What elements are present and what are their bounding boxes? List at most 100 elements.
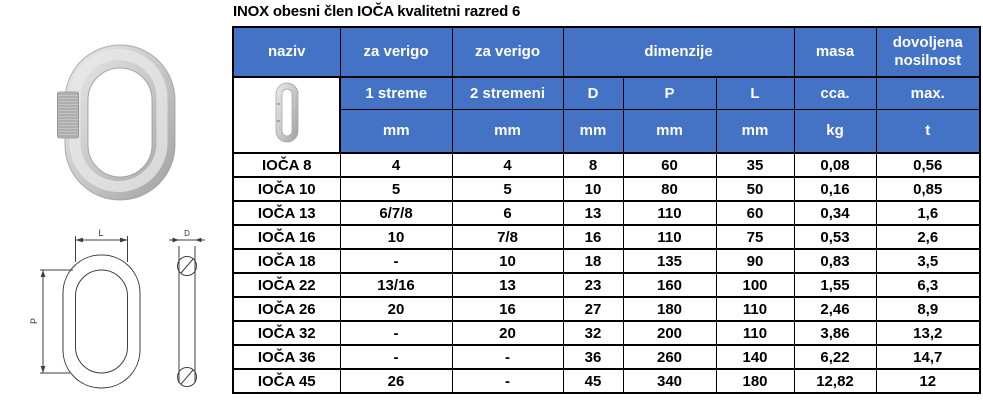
spec-table: naziv za verigo za verigo dimenzije masa… xyxy=(232,26,981,394)
unit-t: t xyxy=(875,109,981,155)
cell: 260 xyxy=(622,344,717,370)
row-name-cell: IOČA 36 xyxy=(232,344,341,370)
cell: 0,08 xyxy=(793,152,877,178)
cell: 26 xyxy=(339,368,453,394)
cell: 6,22 xyxy=(793,344,877,370)
cell: 0,34 xyxy=(793,200,877,226)
cell: 180 xyxy=(622,296,717,322)
cell: - xyxy=(339,320,453,346)
master-link-photo-icon xyxy=(57,44,176,201)
cell: 10 xyxy=(562,176,624,202)
cell: 14,7 xyxy=(875,344,981,370)
cell: 12 xyxy=(875,368,981,394)
cell: 60 xyxy=(622,152,717,178)
cell: - xyxy=(339,248,453,274)
dimension-label-l: L xyxy=(98,228,103,238)
row-name-cell: IOČA 10 xyxy=(232,176,341,202)
cell: 3,86 xyxy=(793,320,877,346)
header-d: D xyxy=(562,76,624,111)
table-row: IOČA 45 26 - 45 340 180 12,82 12 xyxy=(232,368,981,394)
cell: - xyxy=(339,344,453,370)
cell: 4 xyxy=(339,152,453,178)
page-title: INOX obesni člen IOČA kvalitetni razred … xyxy=(233,3,521,20)
side-view-drawing xyxy=(169,237,205,387)
cell: 27 xyxy=(562,296,624,322)
cell: 0,56 xyxy=(875,152,981,178)
cell: 6 xyxy=(451,200,564,226)
table-row: IOČA 13 6/7/8 6 13 110 60 0,34 1,6 xyxy=(232,200,981,226)
cell: 45 xyxy=(562,368,624,394)
cell: 13 xyxy=(451,272,564,298)
front-view-drawing xyxy=(40,236,141,389)
cell: 8,9 xyxy=(875,296,981,322)
table-row: IOČA 18 - 10 18 135 90 0,83 3,5 xyxy=(232,248,981,274)
unit-mm-3: mm xyxy=(562,109,624,155)
header-cca: cca. xyxy=(793,76,877,111)
table-row: IOČA 10 5 5 10 80 50 0,16 0,85 xyxy=(232,176,981,202)
cell: 16 xyxy=(562,224,624,250)
header-1-streme: 1 streme xyxy=(339,76,453,111)
header-masa: masa xyxy=(793,26,877,78)
table-row: IOČA 36 - - 36 260 140 6,22 14,7 xyxy=(232,344,981,370)
header-dimenzije: dimenzije xyxy=(562,26,795,78)
cell: 200 xyxy=(622,320,717,346)
cell: 110 xyxy=(622,224,717,250)
cell: 135 xyxy=(622,248,717,274)
row-name-cell: IOČA 26 xyxy=(232,296,341,322)
weld-band xyxy=(57,91,79,139)
cell: 160 xyxy=(622,272,717,298)
row-name-cell: IOČA 22 xyxy=(232,272,341,298)
link-thumbnail-cell xyxy=(232,76,341,154)
table-row: IOČA 16 10 7/8 16 110 75 0,53 2,6 xyxy=(232,224,981,250)
cell: 16 xyxy=(451,296,564,322)
header-dovoljena-nosilnost: dovoljena nosilnost xyxy=(875,26,981,78)
cell: 110 xyxy=(715,320,795,346)
row-name-cell: IOČA 32 xyxy=(232,320,341,346)
header-za-verigo-2: za verigo xyxy=(451,26,564,78)
cell: 13 xyxy=(562,200,624,226)
row-name-cell: IOČA 16 xyxy=(232,224,341,250)
cell: 80 xyxy=(622,176,717,202)
left-artwork: L P D xyxy=(29,44,205,389)
header-max: max. xyxy=(875,76,981,111)
cell: 36 xyxy=(562,344,624,370)
cell: 10 xyxy=(451,248,564,274)
cell: 6,3 xyxy=(875,272,981,298)
unit-mm-5: mm xyxy=(715,109,795,155)
cell: 13,2 xyxy=(875,320,981,346)
unit-kg: kg xyxy=(793,109,877,155)
header-p: P xyxy=(622,76,717,111)
cell: 0,83 xyxy=(793,248,877,274)
row-name-cell: IOČA 18 xyxy=(232,248,341,274)
header-2-stremeni: 2 stremeni xyxy=(451,76,564,111)
cell: 0,16 xyxy=(793,176,877,202)
cell: 23 xyxy=(562,272,624,298)
cell: 140 xyxy=(715,344,795,370)
cell: 32 xyxy=(562,320,624,346)
cell: 8 xyxy=(562,152,624,178)
unit-mm-1: mm xyxy=(339,109,453,155)
cell: 2,46 xyxy=(793,296,877,322)
cell: 180 xyxy=(715,368,795,394)
cell: 0,85 xyxy=(875,176,981,202)
master-link-thumbnail-icon xyxy=(275,82,299,143)
cell: - xyxy=(451,344,564,370)
cell: 35 xyxy=(715,152,795,178)
cell: 75 xyxy=(715,224,795,250)
row-name-cell: IOČA 45 xyxy=(232,368,341,394)
cell: 50 xyxy=(715,176,795,202)
cell: 60 xyxy=(715,200,795,226)
cell: 5 xyxy=(451,176,564,202)
cell: 6/7/8 xyxy=(339,200,453,226)
table-row: IOČA 26 20 16 27 180 110 2,46 8,9 xyxy=(232,296,981,322)
cell: 1,55 xyxy=(793,272,877,298)
cell: 3,5 xyxy=(875,248,981,274)
cell: 4 xyxy=(451,152,564,178)
cell: 0,53 xyxy=(793,224,877,250)
cell: 20 xyxy=(339,296,453,322)
cell: 340 xyxy=(622,368,717,394)
cell: - xyxy=(451,368,564,394)
table-row: IOČA 22 13/16 13 23 160 100 1,55 6,3 xyxy=(232,272,981,298)
cell: 13/16 xyxy=(339,272,453,298)
